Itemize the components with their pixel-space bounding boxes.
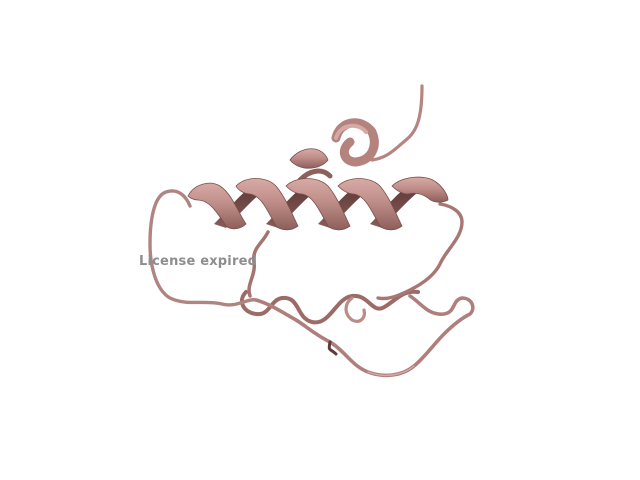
main-helix-front <box>187 176 449 231</box>
coil-loops-back <box>239 168 420 325</box>
upper-helix-turn <box>289 84 424 169</box>
license-watermark: License expired <box>139 254 258 269</box>
coil-loops-front <box>148 189 475 378</box>
